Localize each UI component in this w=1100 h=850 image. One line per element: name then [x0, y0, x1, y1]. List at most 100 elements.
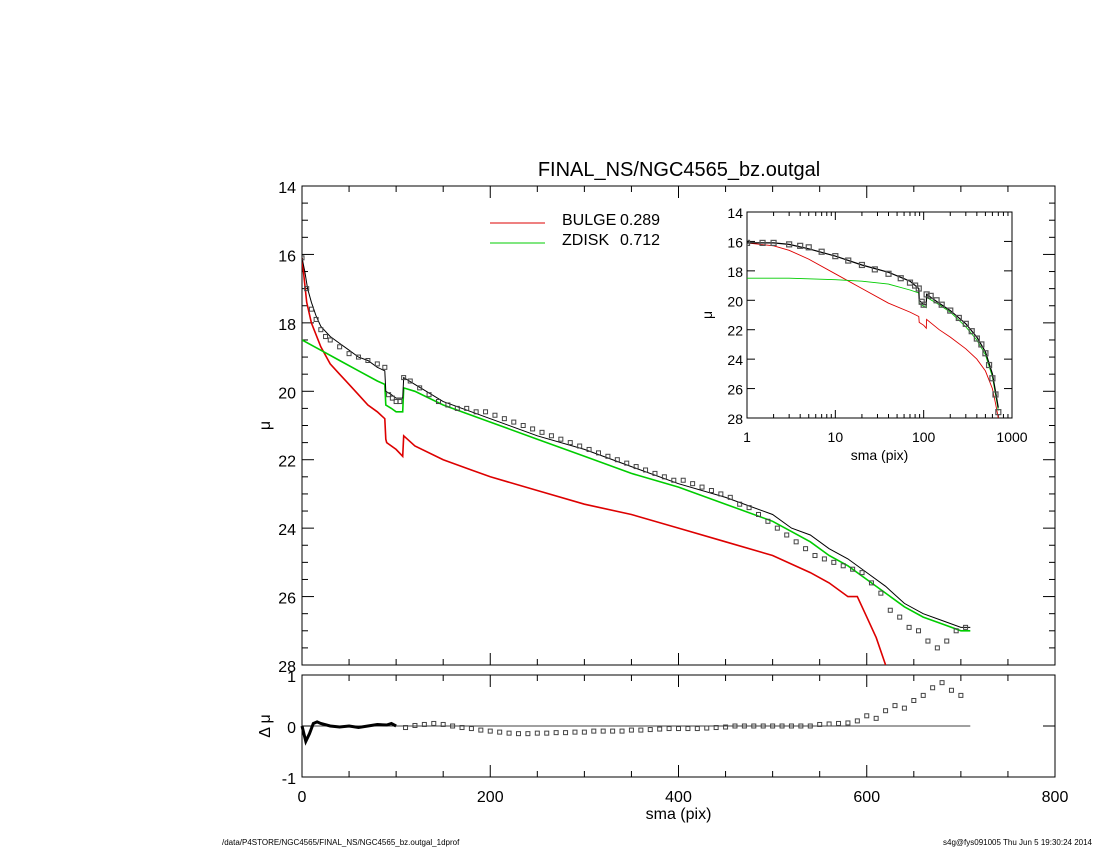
residual-point: [421, 721, 427, 727]
residual-point: [534, 730, 540, 736]
inset-data-point: [927, 292, 934, 299]
inset-y-tick-label: 18: [727, 264, 743, 280]
residual-point: [854, 718, 860, 724]
residual-point: [864, 713, 870, 719]
main-data-point: [389, 395, 395, 401]
main-data-point: [308, 306, 314, 312]
main-data-point: [934, 645, 940, 651]
main-data-point: [501, 416, 507, 422]
main-data-point: [511, 419, 517, 425]
main-data-point: [407, 378, 413, 384]
main-data-point: [426, 392, 432, 398]
main-data-point: [323, 334, 329, 340]
inset-data-point: [920, 301, 927, 308]
inset-data-point: [962, 320, 969, 327]
residual-point: [873, 715, 879, 721]
inset-data-point: [885, 270, 892, 277]
inset-data-point: [797, 242, 804, 249]
main-data-point: [313, 316, 319, 322]
residual-point: [826, 721, 832, 727]
main-data-point: [605, 453, 611, 459]
residual-point: [403, 725, 409, 731]
residual-point: [732, 723, 738, 729]
residual-point: [440, 721, 446, 727]
main-data-point: [840, 563, 846, 569]
inset-series-group: [747, 239, 1002, 418]
inset-x-tick-label: 1: [743, 429, 751, 445]
inset-x-tick-label: 100: [912, 429, 936, 445]
main-data-point: [401, 375, 407, 381]
main-data-point: [302, 255, 305, 261]
residual-y-tick-label: -1: [282, 771, 296, 788]
inset-y-axis-label: μ: [699, 311, 715, 319]
main-y-tick-label: 18: [278, 317, 296, 334]
residual-point: [657, 726, 663, 732]
main-data-point: [374, 361, 380, 367]
inset-data-point: [968, 328, 975, 335]
residual-point: [760, 723, 766, 729]
residual-point: [694, 726, 700, 732]
main-data-point: [346, 351, 352, 357]
residual-point: [958, 692, 964, 698]
residual-point: [450, 723, 456, 729]
residual-point: [948, 687, 954, 693]
inset-y-tick-label: 14: [727, 205, 743, 221]
residual-inner-curve: [300, 720, 397, 746]
inset-data-point: [897, 275, 904, 282]
residual-y-tick-label: 0: [287, 720, 296, 737]
residual-point: [666, 726, 672, 732]
main-y-tick-label: 26: [278, 591, 296, 608]
inset-x-tick-label: 10: [828, 429, 844, 445]
legend-label-zdisk: ZDISK: [562, 232, 609, 249]
inset-y-tick-label: 22: [727, 323, 743, 339]
residual-point: [723, 724, 729, 730]
inset-y-tick-label: 24: [727, 352, 743, 368]
inset-data-point: [786, 241, 793, 248]
residual-point: [807, 723, 813, 729]
inset-y-tick-label: 20: [727, 293, 743, 309]
main-data-point: [624, 460, 630, 466]
legend-value-bulge: 0.289: [620, 212, 660, 229]
main-data-point: [878, 590, 884, 596]
residual-point: [704, 725, 710, 731]
residual-point: [572, 729, 578, 735]
footer-timestamp: s4g@fys091005 Thu Jun 5 19:30:24 2014: [943, 838, 1092, 847]
inset-data-point: [923, 291, 930, 298]
inset-data-point: [989, 375, 996, 382]
main-data-point: [727, 494, 733, 500]
residual-point: [553, 730, 559, 736]
main-data-point: [652, 470, 658, 476]
inset-data-point: [995, 409, 1002, 416]
residual-point: [713, 725, 719, 731]
main-y-axis-label: μ: [257, 421, 274, 430]
residual-point: [920, 692, 926, 698]
residual-x-tick-label: 800: [1042, 789, 1069, 806]
residual-point: [487, 728, 493, 734]
residual-point: [412, 722, 418, 728]
inset-y-tick-label: 16: [727, 234, 743, 250]
inset-data-point: [858, 261, 866, 269]
residual-point: [515, 731, 521, 737]
inset-data-point: [938, 301, 945, 308]
residual-point: [459, 725, 465, 731]
residual-point: [676, 726, 681, 732]
main-data-point: [614, 457, 620, 463]
main-data-point: [953, 628, 959, 634]
residual-point: [431, 720, 437, 726]
inset-data-point: [805, 244, 812, 251]
main-data-point: [530, 426, 536, 432]
residual-point: [685, 726, 691, 732]
main-data-point: [831, 559, 837, 565]
main-data-point: [445, 402, 451, 408]
legend-value-zdisk: 0.712: [620, 232, 660, 249]
residual-point: [939, 680, 945, 686]
residual-point: [930, 685, 936, 691]
residual-point: [883, 708, 889, 714]
inset-data-point: [747, 239, 751, 246]
main-data-point: [577, 443, 583, 449]
main-series-group: [302, 255, 971, 665]
residual-point: [581, 729, 587, 735]
main-data-point: [386, 392, 392, 398]
main-data-point: [417, 385, 423, 391]
